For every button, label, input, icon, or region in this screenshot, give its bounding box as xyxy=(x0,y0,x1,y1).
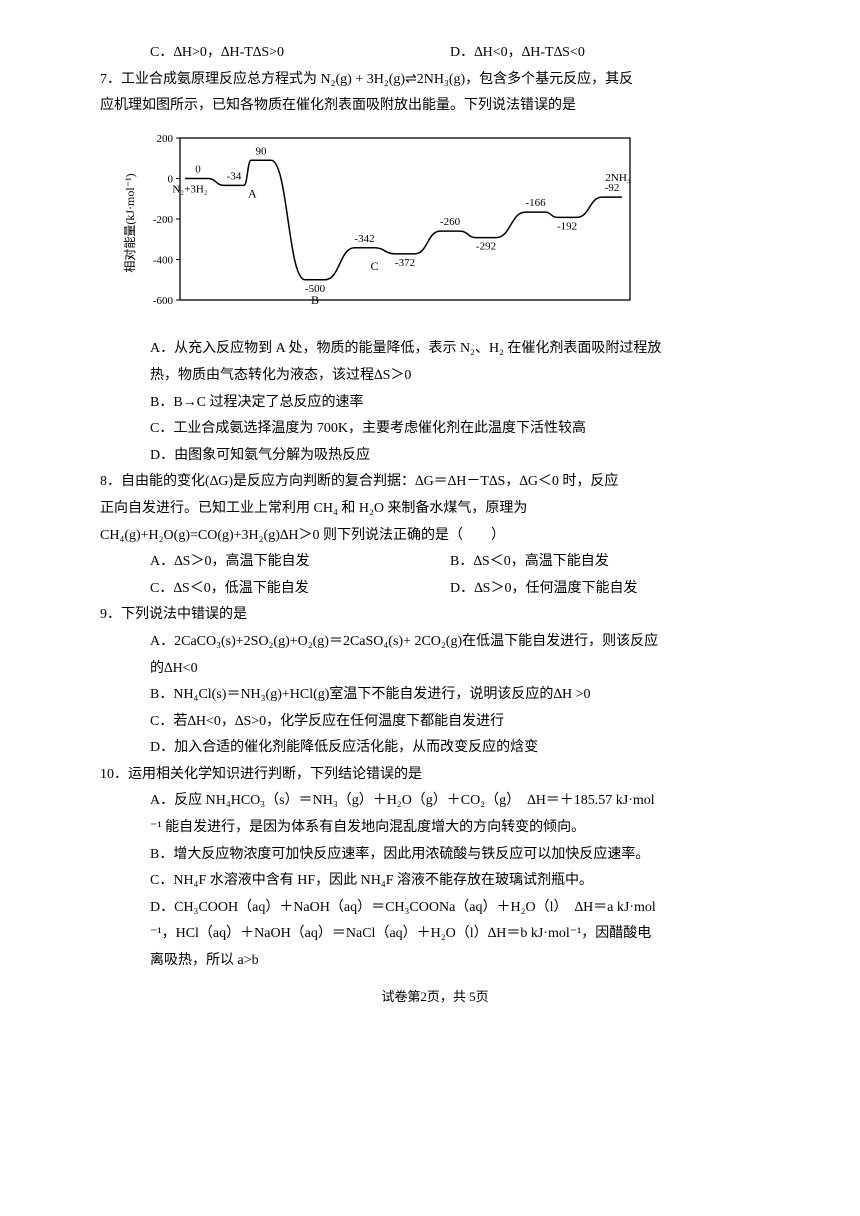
q10-optA-line2: ⁻¹ 能自发进行，是因为体系有自发地向混乱度增大的方向转变的倾向。 xyxy=(150,815,770,842)
svg-text:-400: -400 xyxy=(153,254,174,266)
svg-text:-342: -342 xyxy=(354,233,374,245)
q7-optA-line1: A．从充入反应物到 A 处，物质的能量降低，表示 N₂、H₂ 在催化剂表面吸附过… xyxy=(150,336,770,363)
q8-stem2: 正向自发进行。已知工业上常利用 CH₄ 和 H₂O 来制备水煤气，原理为 xyxy=(100,496,770,523)
svg-text:C: C xyxy=(370,259,378,273)
option-c: C．∆H>0，∆H-T∆S>0 xyxy=(150,40,450,67)
q10-optB: B．增大反应物浓度可加快反应速率，因此用浓硫酸与铁反应可以加快反应速率。 xyxy=(150,842,770,869)
q7-optA-line2: 热，物质由气态转化为液态，该过程∆S＞0 xyxy=(150,363,770,390)
q8-optA: A．∆S＞0，高温下能自发 xyxy=(150,549,450,576)
svg-text:-260: -260 xyxy=(440,216,461,228)
svg-text:-166: -166 xyxy=(525,197,546,209)
q7-stem1: 7．工业合成氨原理反应总方程式为 N₂(g) + 3H₂(g)⇌2NH₃(g)，… xyxy=(100,67,770,94)
q9-optB: B．NH₄Cl(s)＝NH₃(g)+HCl(g)室温下不能自发进行，说明该反应的… xyxy=(150,682,770,709)
q10-optD-line3: 离吸热，所以 a>b xyxy=(150,948,770,975)
q7-stem2: 应机理如图所示，已知各物质在催化剂表面吸附放出能量。下列说法错误的是 xyxy=(100,93,770,120)
q8-optC: C．∆S＜0，低温下能自发 xyxy=(150,576,450,603)
q8-optD: D．∆S＞0，任何温度下能自发 xyxy=(450,576,750,603)
q10-optC: C．NH₄F 水溶液中含有 HF，因此 NH₄F 溶液不能存放在玻璃试剂瓶中。 xyxy=(150,868,770,895)
svg-text:-192: -192 xyxy=(557,220,577,232)
q9-optC: C．若∆H<0，∆S>0，化学反应在任何温度下都能自发进行 xyxy=(150,709,770,736)
q7-energy-diagram: -600-400-2000200相对能量(kJ·mol⁻¹)0-3490-500… xyxy=(120,128,770,329)
top-options: C．∆H>0，∆H-T∆S>0 D．∆H<0，∆H-T∆S<0 xyxy=(150,40,770,67)
svg-text:200: 200 xyxy=(157,133,174,145)
q7-optB: B．B→C 过程决定了总反应的速率 xyxy=(150,390,770,417)
svg-text:N₂+3H₂: N₂+3H₂ xyxy=(172,183,207,195)
q10-optD-line1: D．CH₃COOH（aq）＋NaOH（aq）＝CH₃COONa（aq）＋H₂O（… xyxy=(150,895,770,922)
q9-optA-line1: A．2CaCO₃(s)+2SO₂(g)+O₂(g)＝2CaSO₄(s)+ 2CO… xyxy=(150,629,770,656)
svg-text:A: A xyxy=(248,186,257,200)
q9-optA-line2: 的∆H<0 xyxy=(150,656,770,683)
svg-text:-600: -600 xyxy=(153,295,174,307)
energy-chart-svg: -600-400-2000200相对能量(kJ·mol⁻¹)0-3490-500… xyxy=(120,128,640,318)
q10-optD-line2: ⁻¹，HCl（aq）＋NaOH（aq）＝NaCl（aq）＋H₂O（l）∆H＝b … xyxy=(150,921,770,948)
q9-stem: 9．下列说法中错误的是 xyxy=(100,602,770,629)
svg-text:2NH₃: 2NH₃ xyxy=(605,172,630,184)
svg-text:90: 90 xyxy=(256,145,268,157)
q8-stem3: CH₄(g)+H₂O(g)=CO(g)+3H₂(g)∆H＞0 则下列说法正确的是… xyxy=(100,523,770,550)
svg-text:-34: -34 xyxy=(227,170,242,182)
q7-optC: C．工业合成氨选择温度为 700K，主要考虑催化剂在此温度下活性较高 xyxy=(150,416,770,443)
svg-text:-372: -372 xyxy=(395,257,415,269)
svg-text:0: 0 xyxy=(195,163,201,175)
svg-text:-200: -200 xyxy=(153,214,174,226)
q10-stem: 10．运用相关化学知识进行判断，下列结论错误的是 xyxy=(100,762,770,789)
svg-text:B: B xyxy=(311,293,319,307)
q8-stem1: 8．自由能的变化(∆G)是反应方向判断的复合判据：∆G＝∆H－T∆S，∆G＜0 … xyxy=(100,469,770,496)
q7-optD: D．由图象可知氨气分解为吸热反应 xyxy=(150,443,770,470)
svg-text:-292: -292 xyxy=(476,240,496,252)
option-d: D．∆H<0，∆H-T∆S<0 xyxy=(450,40,750,67)
page-footer: 试卷第2页，共 5页 xyxy=(100,985,770,1010)
q10-optA-line1: A．反应 NH₄HCO₃（s）＝NH₃（g）＋H₂O（g）＋CO₂（g） ∆H＝… xyxy=(150,788,770,815)
svg-text:相对能量(kJ·mol⁻¹): 相对能量(kJ·mol⁻¹) xyxy=(123,173,137,272)
q9-optD: D．加入合适的催化剂能降低反应活化能，从而改变反应的焓变 xyxy=(150,735,770,762)
q8-optB: B．∆S＜0，高温下能自发 xyxy=(450,549,750,576)
